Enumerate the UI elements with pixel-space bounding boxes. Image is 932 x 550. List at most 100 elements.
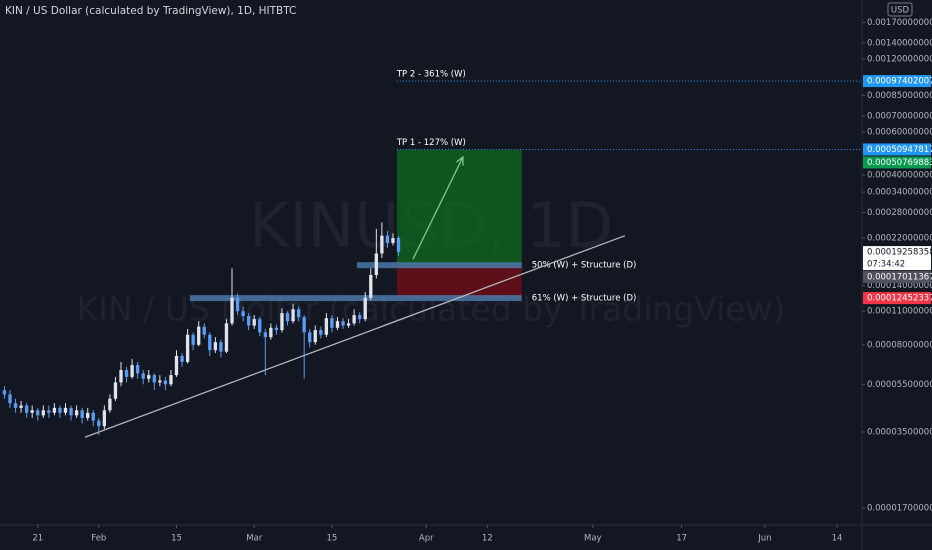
- candle-body: [241, 311, 245, 317]
- x-tick-label: Feb: [91, 534, 106, 544]
- y-tick-label: 0.00040000000: [867, 170, 932, 180]
- candle-body: [130, 365, 134, 377]
- x-tick-label: 12: [482, 534, 493, 544]
- candle-body: [330, 318, 334, 328]
- candle-body: [152, 375, 156, 383]
- y-tick-label: 0.00170000000: [867, 18, 932, 28]
- candle-body: [191, 334, 195, 345]
- candle-body: [213, 342, 218, 351]
- currency-badge: [887, 2, 913, 17]
- y-tick-label: 0.00140000000: [867, 38, 932, 48]
- candle-body: [108, 398, 112, 411]
- candle-body: [385, 235, 390, 243]
- candle-body: [52, 407, 57, 413]
- position-profit-zone: [396, 149, 522, 266]
- candle-body: [280, 313, 284, 331]
- candle-body: [341, 321, 345, 326]
- candle-body: [252, 319, 256, 326]
- axis: 0.00170000000 0.00140000000 0.00120000000 0…: [32, 18, 932, 544]
- x-tick-label: 17: [676, 534, 687, 544]
- candle-body: [269, 327, 273, 338]
- candle-body: [80, 410, 84, 418]
- y-tick-label: 0.00008000000: [867, 340, 932, 350]
- candle-body: [124, 369, 129, 377]
- level-label: 61% (W) + Structure (D): [532, 294, 637, 304]
- y-tick-label: 0.00070000000: [867, 111, 932, 121]
- candle-body: [374, 253, 378, 276]
- candle-body: [180, 355, 184, 362]
- x-tick-label: 21: [32, 534, 43, 544]
- candle-body: [91, 412, 95, 421]
- price-tag: [863, 143, 931, 156]
- candle-body: [346, 323, 351, 326]
- candle-body: [285, 313, 290, 322]
- price-tag-label: 0.00050947817: [867, 145, 932, 155]
- candle-body: [174, 355, 179, 376]
- candle-body: [302, 317, 306, 333]
- y-tick-label: 0.00060000000: [867, 128, 932, 138]
- candle-body: [352, 315, 356, 324]
- candle-body: [86, 412, 90, 418]
- candle-body: [197, 326, 201, 345]
- candle-body: [369, 275, 373, 298]
- x-tick-label: 15: [171, 534, 182, 544]
- candle-body: [208, 334, 212, 351]
- y-tick-label: 0.00120000000: [867, 55, 932, 65]
- price-tag: [863, 271, 931, 284]
- candle-body: [169, 375, 173, 385]
- candle-body: [319, 330, 323, 335]
- price-tag: [863, 292, 931, 305]
- candle-body: [24, 405, 29, 413]
- candle-body: [36, 410, 40, 416]
- y-tick-label: 0.00034000000: [867, 188, 932, 198]
- price-tag-label: 0.00012452337: [867, 294, 932, 304]
- candle-body: [258, 319, 262, 333]
- candle-body: [13, 403, 18, 408]
- x-tick-label: May: [584, 534, 602, 544]
- candle-body: [296, 309, 301, 318]
- level-label: 50% (W) + Structure (D): [532, 261, 637, 271]
- candle-body: [358, 315, 362, 320]
- candle-body: [19, 405, 23, 408]
- candle-body: [235, 297, 240, 312]
- x-tick-label: Jun: [757, 534, 771, 544]
- trendline: [84, 235, 626, 438]
- candle-body: [396, 238, 401, 252]
- candle-body: [2, 390, 7, 395]
- price-tag: [863, 75, 931, 88]
- price-tag-label: 0.00097402007: [867, 77, 932, 87]
- x-tick-label: Mar: [246, 534, 263, 544]
- y-tick-label: 0.00005500000: [867, 380, 932, 390]
- x-tick-label: Apr: [419, 534, 434, 544]
- y-tick-label: 0.00014000000: [867, 281, 932, 291]
- arrow: [412, 157, 463, 260]
- plot: 50% (W) + Structure (D) 61% (W) + Structu…: [2, 70, 862, 438]
- candle-body: [8, 394, 12, 404]
- x-tick-label: 15: [327, 534, 338, 544]
- level-zone: [356, 262, 522, 269]
- target-label: TP 1 - 127% (W): [396, 138, 466, 148]
- candle-body: [313, 330, 317, 343]
- candle-body: [69, 407, 73, 416]
- candle-body: [335, 321, 340, 328]
- candle-body: [97, 420, 101, 427]
- candle-body: [202, 326, 206, 335]
- y-tick-label: 0.00001700000: [867, 504, 932, 514]
- candle-body: [30, 410, 34, 413]
- candle-body: [380, 235, 384, 254]
- candle-body: [185, 334, 190, 362]
- candle-body: [224, 323, 229, 352]
- candle-body: [58, 407, 62, 413]
- candle-body: [74, 410, 79, 416]
- candle-body: [363, 297, 367, 320]
- currency-label: USD: [891, 6, 910, 16]
- candle-body: [308, 332, 312, 343]
- price-tag-label: 0.00019258358: [867, 248, 932, 258]
- chart-title: KIN / US Dollar (calculated by TradingVi…: [5, 5, 296, 17]
- candle-body: [41, 410, 45, 416]
- level-zone: [189, 295, 522, 302]
- candle-body: [391, 238, 395, 243]
- y-tick-label: 0.00022000000: [867, 234, 932, 244]
- candle-body: [263, 332, 267, 338]
